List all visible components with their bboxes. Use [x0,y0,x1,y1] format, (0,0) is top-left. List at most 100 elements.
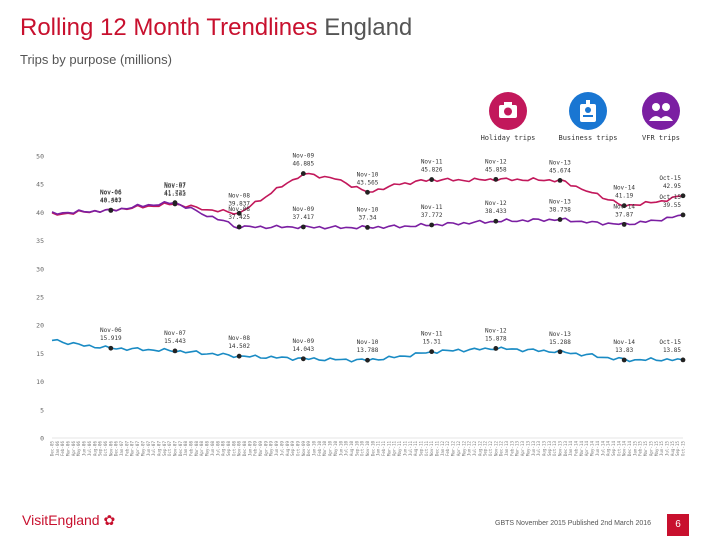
x-tick-label: May-10 [333,441,338,457]
data-label-period: Nov-14 [613,203,635,210]
data-label-value: 39.55 [663,202,681,209]
people-icon [642,92,680,130]
x-tick-label: Feb-06 [60,441,65,457]
data-label-value: 43.565 [357,179,379,186]
x-tick-label: Jun-15 [659,441,664,457]
data-label-period: Nov-09 [292,206,314,213]
data-label-period: Nov-10 [357,339,379,346]
data-point [172,200,178,206]
x-tick-label: Mar-07 [130,441,135,457]
data-label-value: 41.19 [615,193,633,200]
x-tick-label: Sep-13 [547,441,552,457]
x-tick-label: Jul-10 [344,441,349,457]
x-tick-label: Jan-14 [568,441,573,457]
x-tick-label: Feb-10 [317,441,322,457]
data-point [429,177,435,182]
data-point [557,177,563,183]
data-label-value: 41.725 [164,190,186,197]
x-tick-label: Jan-15 [632,441,637,457]
x-tick-label: Apr-11 [392,441,397,457]
data-label-value: 40.403 [100,197,122,204]
x-tick-label: Jan-11 [376,441,381,457]
data-point [557,217,563,222]
x-tick-label: Jun-14 [595,441,600,457]
x-tick-label: Aug-13 [541,441,546,457]
data-point [621,357,627,363]
x-tick-label: Jun-12 [467,441,472,457]
data-label-value: 15.919 [100,335,122,342]
data-point [236,353,242,359]
x-tick-label: Jul-15 [664,441,669,457]
x-tick-label: Feb-11 [381,441,386,457]
x-tick-label: Jan-06 [55,441,60,457]
data-label-value: 37.87 [615,211,633,218]
x-tick-label: Dec-10 [370,441,375,457]
x-tick-label: Oct-06 [103,441,108,457]
camera-icon [489,92,527,130]
data-label-value: 15.878 [485,335,507,342]
data-label-value: 45.826 [421,167,443,174]
x-tick-label: Sep-09 [290,441,295,457]
data-point [236,210,242,216]
x-tick-label: Apr-08 [199,441,204,457]
data-point [365,357,370,363]
x-tick-label: Oct-09 [295,441,300,457]
x-tick-label: Aug-07 [156,441,161,457]
data-label-value: 45.858 [485,166,507,173]
x-tick-label: Oct-13 [552,441,557,457]
y-tick-label: 40 [36,209,44,217]
data-label-value: 37.34 [358,214,376,221]
x-tick-label: Jul-07 [151,441,156,457]
data-label-value: 37.417 [292,214,314,221]
data-label-period: Nov-13 [549,199,571,206]
x-tick-label: Dec-12 [499,441,504,457]
x-tick-label: Jun-08 [210,441,215,457]
data-label-value: 13.83 [615,347,633,354]
x-tick-label: Oct-11 [424,441,429,457]
data-label-period: Nov-06 [100,327,122,334]
data-label-value: 15.288 [549,339,571,346]
x-tick-label: Nov-12 [493,441,498,457]
x-tick-label: Mar-11 [386,441,391,457]
x-tick-label: Nov-10 [365,441,370,457]
data-label-period: Nov-11 [421,331,443,338]
x-tick-label: Nov-13 [558,441,563,457]
chart-subtitle: Trips by purpose (millions) [20,52,172,67]
x-tick-label: Apr-09 [263,441,268,457]
x-tick-label: Aug-14 [606,441,611,457]
x-tick-label: Mar-12 [451,441,456,457]
x-tick-label: Oct-14 [616,441,621,457]
x-tick-label: Jan-12 [440,441,445,457]
data-point [429,222,435,228]
x-tick-label: Nov-09 [301,441,306,457]
data-point [493,218,499,224]
x-tick-label: May-06 [76,441,81,457]
data-label-period: Oct-15 [659,339,681,346]
x-tick-label: May-07 [140,441,145,457]
data-label-period: Nov-13 [549,159,571,166]
x-tick-label: Dec-07 [178,441,183,457]
x-tick-label: Jun-13 [531,441,536,457]
legend-business: Business trips [553,92,623,142]
x-tick-label: Aug-08 [221,441,226,457]
data-label-value: 37.425 [228,214,250,221]
x-tick-label: Dec-05 [50,441,55,457]
badge-icon [569,92,607,130]
x-tick-label: Jan-09 [247,441,252,457]
legend-label-vfr: VFR trips [642,134,680,142]
x-tick-label: Aug-10 [349,441,354,457]
title-main: Rolling 12 Month Trendlines [20,14,318,41]
logo-rose-icon: ✿ [103,512,116,528]
data-point [300,224,306,230]
x-tick-label: May-11 [397,441,402,457]
x-tick-label: Nov-08 [237,441,242,457]
data-label-period: Nov-10 [357,206,379,213]
data-label-period: Nov-14 [613,185,635,192]
x-tick-label: Nov-06 [108,441,113,457]
x-tick-label: May-15 [654,441,659,457]
y-tick-label: 15 [36,350,44,358]
x-tick-label: Apr-13 [520,441,525,457]
data-label-period: Nov-09 [292,338,314,345]
x-tick-label: Sep-06 [98,441,103,457]
